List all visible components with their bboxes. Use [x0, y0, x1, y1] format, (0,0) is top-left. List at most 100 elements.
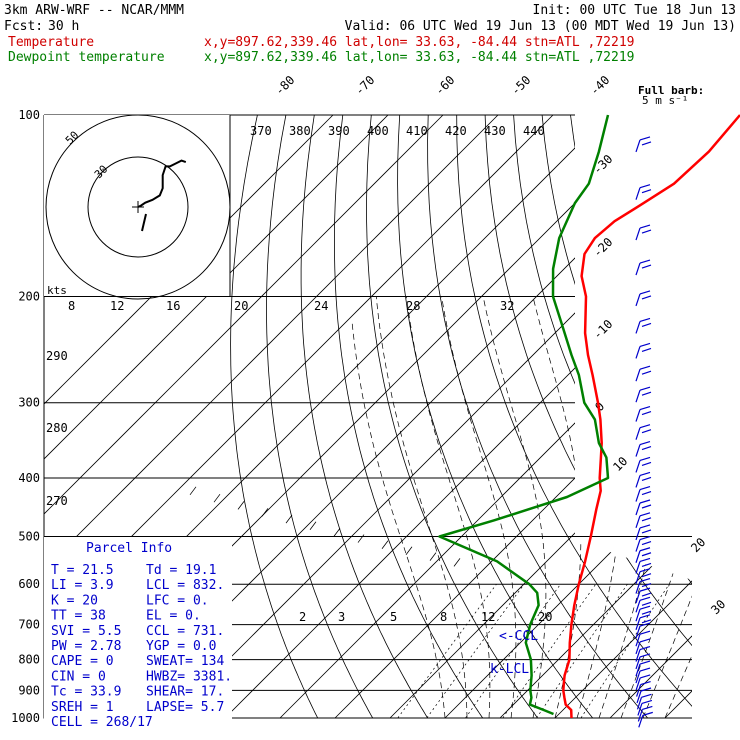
hodograph-trace — [137, 159, 187, 208]
theta-label-left: 280 — [46, 421, 68, 435]
dewpoint-line — [438, 114, 610, 716]
model-title: 3km ARW-WRF -- NCAR/MMM — [4, 3, 184, 18]
dry-adiabat — [230, 115, 319, 718]
temperature-line — [562, 114, 740, 719]
theta-label: 420 — [445, 124, 467, 138]
isotherm — [499, 115, 692, 718]
wind-barb — [636, 680, 651, 697]
mixing-ratio-label: 24 — [314, 299, 328, 313]
wind-barb — [635, 406, 652, 422]
parcel-row-left: PW = 2.78 — [51, 639, 121, 654]
wind-barb — [635, 645, 651, 662]
valid-time: Valid: 06 UTC Wed 19 Jun 13 (00 MDT Wed … — [345, 19, 736, 34]
mixing-ratio-label: 5 — [390, 610, 397, 624]
vertical-motion-tick — [285, 514, 293, 524]
hodograph-ring — [45, 114, 231, 300]
mixing-ratio-label: 3 — [338, 610, 345, 624]
wind-barb — [635, 605, 652, 622]
mixing-ratio-line — [580, 584, 670, 718]
dry-adiabat — [333, 115, 484, 718]
wind-barb — [635, 136, 652, 153]
wind-barb — [635, 630, 651, 647]
wind-barb — [635, 674, 651, 691]
mixing-ratio-label: 8 — [68, 299, 75, 313]
wind-barb — [635, 317, 652, 334]
parcel-row-right: LFC = 0. — [146, 593, 209, 608]
dry-adiabat — [300, 115, 429, 718]
vertical-motion-tick — [333, 528, 341, 537]
legend-temperature-info: x,y=897.62,339.46 lat,lon= 33.63, -84.44… — [204, 35, 634, 50]
hodograph-panel — [44, 115, 230, 296]
parcel-row-right: SHEAR= 17. — [146, 685, 224, 700]
isotherm — [44, 115, 389, 718]
parcel-row-right: SWEAT= 134 — [146, 654, 224, 669]
mixing-ratio-label: 20 — [234, 299, 248, 313]
fcst-value: 30 h — [48, 19, 79, 34]
vertical-motion-tick — [453, 558, 461, 567]
pressure-tick-label: 500 — [18, 530, 40, 544]
wind-barb — [637, 699, 653, 716]
pressure-tick-label: 300 — [18, 396, 40, 410]
dry-adiabat — [397, 115, 594, 718]
parcel-row-right: CCL = 731. — [146, 624, 224, 639]
pressure-tick-label: 600 — [18, 577, 40, 591]
isotherm — [44, 115, 444, 718]
parcel-row-left: Tc = 33.9 — [51, 685, 121, 700]
wind-barb — [635, 365, 652, 382]
parcel-row-left: K = 20 — [51, 593, 98, 608]
vertical-motion-tick — [405, 546, 413, 555]
vertical-motion-tick — [381, 540, 389, 549]
wind-barb — [635, 499, 652, 516]
parcel-row-right: YGP = 0.0 — [146, 639, 216, 654]
parcel-row-left: T = 21.5 — [51, 563, 114, 578]
wind-barb — [635, 596, 652, 613]
legend-dewpoint: Dewpoint temperature — [8, 50, 165, 65]
wind-barb — [635, 622, 651, 639]
dry-adiabat — [266, 115, 374, 718]
parcel-row-left: LI = 3.9 — [51, 578, 114, 593]
theta-label: 400 — [367, 124, 389, 138]
parcel-info-box: Parcel Info T = 21.5 Td = 19.1 LI = 3.9 LCL… — [44, 537, 232, 730]
wind-barb — [638, 711, 653, 728]
pressure-tick-label: 1000 — [11, 711, 40, 725]
wind-barb — [635, 290, 652, 307]
wind-barb — [635, 471, 652, 488]
dry-adiabat — [456, 115, 692, 718]
wind-barb — [635, 456, 652, 473]
parcel-row-left: CIN = 0 — [51, 669, 106, 684]
theta-label: 390 — [328, 124, 350, 138]
pressure-tick-label: 700 — [18, 618, 40, 632]
dry-adiabat — [484, 115, 692, 718]
theta-label-left: 270 — [46, 494, 68, 508]
wind-barb — [635, 342, 652, 359]
wind-barb — [635, 485, 652, 502]
mixing-ratio-label: 32 — [500, 299, 514, 313]
theta-label: 380 — [289, 124, 311, 138]
hodograph-ring — [87, 156, 189, 258]
vertical-motion-tick — [261, 508, 269, 517]
parcel-row-right: HWBZ= 3381. — [146, 669, 232, 684]
wind-barb — [636, 687, 652, 704]
parcel-row-right: LCL = 832. — [146, 578, 224, 593]
parcel-row-right: EL = 0. — [146, 609, 201, 624]
mixing-ratio-label: 16 — [166, 299, 180, 313]
wind-barb — [635, 578, 652, 594]
moist-adiabat — [664, 296, 692, 718]
wind-barb — [637, 705, 653, 722]
wind-barb — [635, 653, 651, 670]
wind-barb — [635, 587, 652, 604]
wind-barb — [636, 693, 652, 710]
wind-barb — [635, 667, 651, 684]
parcel-row-left: CAPE = 0 — [51, 654, 114, 669]
hodograph-units: kts — [47, 284, 67, 297]
ccl-marker: <-CCL — [499, 629, 538, 644]
mixing-ratio-line — [426, 583, 525, 718]
parcel-row-right: Td = 19.1 — [146, 563, 216, 578]
isotherm — [554, 115, 692, 718]
wind-barb — [635, 524, 652, 541]
pressure-tick-label: 200 — [18, 290, 40, 304]
lcl-marker: k-LCL — [490, 662, 529, 677]
mixing-ratio-line — [397, 583, 497, 718]
parcel-row-left: SVI = 5.5 — [51, 624, 121, 639]
wind-barb — [635, 536, 652, 552]
